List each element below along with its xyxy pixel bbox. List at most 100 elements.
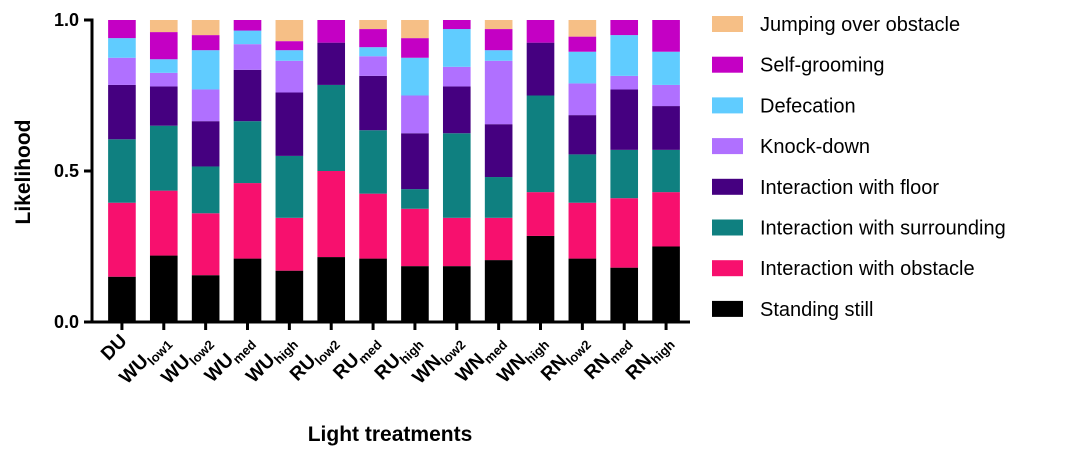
x-axis-title: Light treatments xyxy=(308,423,473,446)
bar-segment xyxy=(610,75,639,90)
x-ticks-group: DUWUlow1WUlow2WUmedWUhighRUlow2RUmedRUhi… xyxy=(97,322,678,390)
bar-segment xyxy=(526,20,555,43)
bar-segment xyxy=(108,84,136,140)
bar-segment xyxy=(401,38,429,58)
bar-segment xyxy=(652,106,680,150)
bar-segment xyxy=(610,20,639,36)
legend-swatch xyxy=(712,56,743,73)
bar-segment xyxy=(275,41,304,51)
bar-segment xyxy=(275,217,304,271)
bar-segment xyxy=(610,89,639,150)
bar-segment xyxy=(610,35,639,76)
bar-segment xyxy=(484,217,513,261)
bar-segment xyxy=(526,95,555,193)
bar-segment xyxy=(526,192,555,236)
legend-swatch xyxy=(712,219,743,236)
bar-segment xyxy=(108,20,136,39)
bar-segment xyxy=(317,42,346,85)
bar-segment xyxy=(359,56,387,76)
bar-segment xyxy=(484,20,513,30)
legend-swatch xyxy=(712,97,743,114)
bar-segment xyxy=(568,20,597,37)
bar-segment xyxy=(401,95,429,134)
x-tick-label: WNhigh xyxy=(493,331,552,390)
legend-swatch xyxy=(712,178,743,195)
bar-segment xyxy=(108,276,136,322)
bar-segment xyxy=(442,66,471,87)
bar-segment xyxy=(359,130,387,194)
axes-group xyxy=(90,18,690,324)
bar-segment xyxy=(401,20,429,39)
legend-label: Knock-down xyxy=(760,136,870,158)
bar-segment xyxy=(317,171,346,258)
bar-segment xyxy=(108,202,136,277)
y-tick-label: 0.0 xyxy=(54,312,79,332)
bars-group xyxy=(108,20,680,322)
bar-segment xyxy=(442,266,471,322)
bar-segment xyxy=(233,121,262,184)
bar-segment xyxy=(317,84,346,171)
bar-segment xyxy=(610,267,639,322)
bar-segment xyxy=(191,35,220,51)
legend-label: Standing still xyxy=(760,299,873,321)
bar-segment xyxy=(108,38,136,58)
bar-segment xyxy=(484,60,513,125)
legend-label: Interaction with obstacle xyxy=(760,258,975,280)
bar-segment xyxy=(233,183,262,259)
y-tick-label: 1.0 xyxy=(54,10,79,30)
bar-segment xyxy=(526,42,555,96)
legend: Jumping over obstacle Self-grooming Defeca… xyxy=(712,14,1006,321)
bar-segment xyxy=(275,270,304,322)
legend-label: Jumping over obstacle xyxy=(760,14,960,36)
bar-segment xyxy=(442,133,471,218)
bar-segment xyxy=(233,258,262,322)
bar-segment xyxy=(652,192,680,247)
bar-segment xyxy=(149,86,178,126)
legend-swatch xyxy=(712,16,743,32)
legend-label: Interaction with surrounding xyxy=(760,218,1006,240)
bar-segment xyxy=(233,44,262,70)
bar-segment xyxy=(191,275,220,322)
bar-segment xyxy=(652,20,680,52)
bar-segment xyxy=(359,193,387,259)
bar-segment xyxy=(568,202,597,259)
bar-segment xyxy=(401,57,429,96)
bar-segment xyxy=(401,189,429,209)
bar-segment xyxy=(149,72,178,87)
bar-segment xyxy=(359,75,387,131)
x-tick-label: RUmed xyxy=(329,331,384,386)
bar-segment xyxy=(568,51,597,84)
bar-segment xyxy=(401,133,429,190)
bar-segment xyxy=(484,177,513,218)
legend-swatch xyxy=(712,300,743,317)
bar-segment xyxy=(401,208,429,267)
y-tick-label: 0.5 xyxy=(54,161,79,181)
bar-segment xyxy=(191,89,220,122)
bar-segment xyxy=(568,154,597,203)
bar-segment xyxy=(191,121,220,167)
bar-segment xyxy=(149,125,178,191)
bar-segment xyxy=(191,20,220,36)
legend-swatch xyxy=(712,260,743,277)
bar-segment xyxy=(484,260,513,322)
bar-segment xyxy=(401,266,429,322)
bar-segment xyxy=(191,166,220,214)
bar-segment xyxy=(275,20,304,42)
x-tick-label: WUhigh xyxy=(242,331,301,390)
bar-segment xyxy=(149,32,178,60)
bar-segment xyxy=(191,50,220,90)
bar-segment xyxy=(484,29,513,51)
bar-segment xyxy=(652,84,680,107)
bar-segment xyxy=(317,257,346,322)
legend-label: Self-grooming xyxy=(760,55,885,77)
y-axis-title: Likelihood xyxy=(12,120,35,225)
x-tick-label: DU xyxy=(97,331,131,365)
bar-segment xyxy=(275,92,304,156)
x-tick-label: RUlow2 xyxy=(286,331,343,388)
bar-segment xyxy=(359,29,387,48)
x-tick-label: RNhigh xyxy=(622,331,678,387)
legend-label: Defecation xyxy=(760,95,856,117)
bar-segment xyxy=(359,258,387,322)
bar-segment xyxy=(149,20,178,33)
